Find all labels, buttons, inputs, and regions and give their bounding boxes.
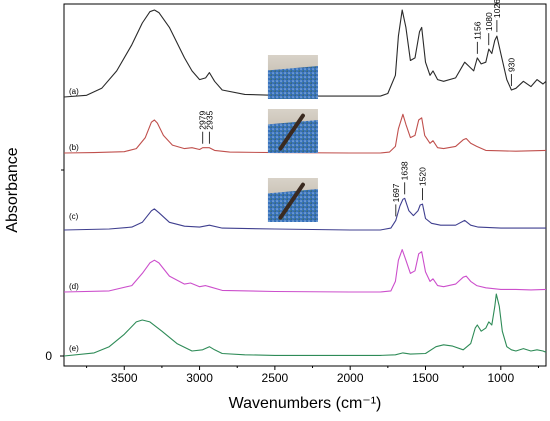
x-tick-label-1000: 1000 xyxy=(487,371,514,385)
trace-e xyxy=(63,293,547,357)
x-tick-label-2500: 2500 xyxy=(262,371,289,385)
axis-ticks: 3500 3000 2500 2000 1500 1000 xyxy=(60,169,539,385)
spectra-traces xyxy=(63,9,547,357)
trace-label-e: (e) xyxy=(69,344,79,353)
inset-photo-c xyxy=(267,178,318,222)
x-axis-title: Wavenumbers (cm⁻¹) xyxy=(229,395,382,412)
trace-c xyxy=(63,197,546,231)
inset-photo-a xyxy=(267,55,318,99)
peak-label-1026: 1026 xyxy=(492,0,502,18)
peak-label-1156: 1156 xyxy=(472,21,482,40)
x-tick-label-1500: 1500 xyxy=(412,371,439,385)
trace-a xyxy=(63,9,547,98)
x-tick-label-3000: 3000 xyxy=(186,371,213,385)
y-zero-label: 0 xyxy=(45,349,52,363)
trace-labels: (a) (b) (c) (d) (e) xyxy=(69,87,79,353)
inset-photos xyxy=(267,55,318,222)
trace-label-c: (c) xyxy=(69,212,79,221)
trace-label-a: (a) xyxy=(69,87,79,96)
peak-label-1080: 1080 xyxy=(484,12,494,31)
peak-label-1638: 1638 xyxy=(400,161,410,180)
y-axis-title: Absorbance xyxy=(4,147,21,232)
peak-label-1697: 1697 xyxy=(391,183,401,202)
trace-label-b: (b) xyxy=(69,143,79,152)
trace-d xyxy=(63,249,547,293)
plot-frame xyxy=(63,3,547,367)
trace-label-d: (d) xyxy=(69,282,79,291)
peak-label-2979: 2979 xyxy=(198,111,208,130)
trace-b xyxy=(63,113,547,154)
x-tick-label-3500: 3500 xyxy=(111,371,138,385)
peak-label-1520: 1520 xyxy=(417,167,427,186)
peak-label-930: 930 xyxy=(506,58,516,72)
inset-photo-b xyxy=(267,109,318,153)
x-tick-label-2000: 2000 xyxy=(337,371,364,385)
peak-label-2935: 2935 xyxy=(204,111,214,130)
